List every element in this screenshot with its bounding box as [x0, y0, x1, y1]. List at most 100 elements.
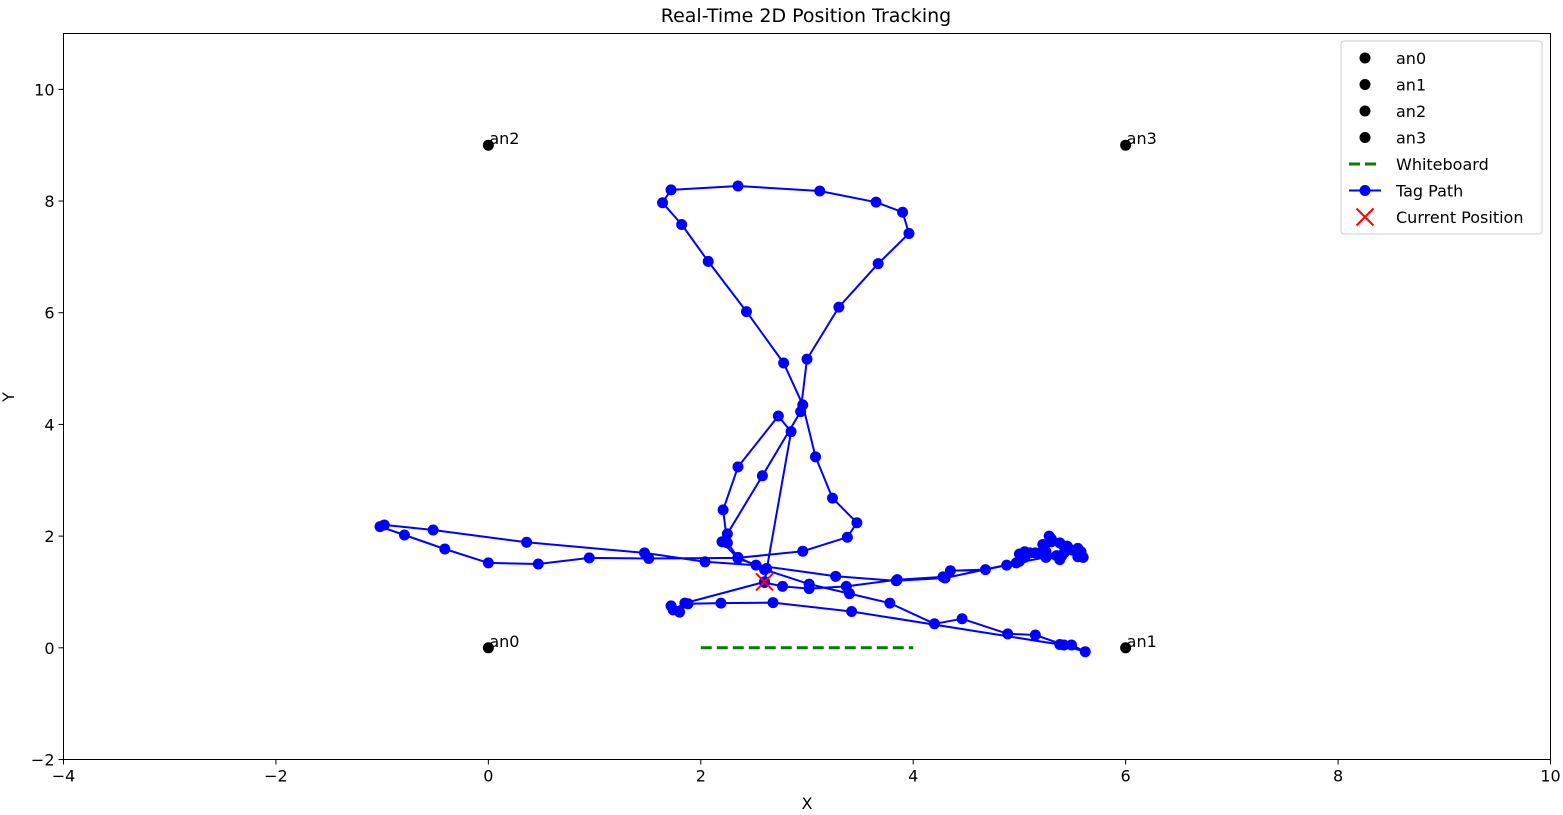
tag-path-point — [1079, 646, 1091, 658]
x-tick-label: 2 — [696, 767, 706, 786]
tag-path-point — [721, 537, 733, 549]
anchor-point-an1 — [1120, 642, 1132, 654]
anchor-point-an3 — [1120, 139, 1132, 151]
plot-area: an0 an1 an2 an3 — [63, 33, 1551, 760]
anchor-layer: an0 an1 an2 an3 — [482, 129, 1157, 654]
tag-path-point — [1029, 547, 1041, 559]
tag-path-point — [679, 597, 691, 609]
legend-marker — [1359, 185, 1371, 196]
legend-label: Whiteboard — [1396, 155, 1489, 174]
tag-path-point — [439, 543, 451, 555]
tag-path-point — [732, 551, 744, 563]
anchor-point-an0 — [482, 642, 494, 654]
tag-path-point — [398, 529, 410, 541]
tag-path-point — [928, 618, 940, 630]
legend-item: Whiteboard — [1349, 155, 1489, 174]
legend-item: an1 — [1359, 76, 1426, 95]
tag-path-point — [1054, 537, 1066, 549]
legend-marker — [1359, 79, 1371, 90]
y-tick-label: 6 — [44, 304, 54, 323]
tag-path-point — [427, 524, 439, 536]
y-tick-label: 0 — [44, 639, 54, 658]
tag-path-point — [797, 545, 809, 557]
tag-path-point — [732, 180, 744, 192]
legend-marker — [1355, 207, 1375, 227]
x-axis-title: X — [802, 794, 813, 813]
tag-path-point — [826, 492, 838, 504]
tag-path-point — [1045, 533, 1057, 545]
current-position-marker — [755, 572, 774, 592]
tag-path-point — [732, 461, 744, 473]
tag-path-point — [1019, 551, 1031, 563]
tag-path-line — [379, 185, 1084, 590]
legend-label: Tag Path — [1395, 182, 1463, 201]
x-tick-label: 4 — [908, 767, 918, 786]
legend-box — [1340, 40, 1543, 235]
tag-path-point — [521, 536, 533, 548]
x-tick-label: −2 — [264, 767, 288, 786]
legend-item: an2 — [1359, 102, 1426, 121]
x-tick-label: 6 — [1121, 767, 1131, 786]
anchor-label-an2: an2 — [489, 129, 519, 148]
tag-path-point — [843, 588, 855, 600]
y-tick-label: 4 — [44, 415, 54, 434]
legend-label: an3 — [1396, 129, 1426, 148]
tag-path-point — [979, 564, 991, 576]
x-axis: −4 −2 0 2 4 6 8 10 — [52, 759, 1561, 786]
tag-path-point — [785, 426, 797, 438]
tag-path-point — [657, 197, 669, 209]
legend-item: an3 — [1359, 129, 1426, 148]
tag-path-point — [797, 399, 809, 411]
tag-path-point — [583, 552, 595, 564]
legend-marker — [1359, 105, 1371, 117]
tag-path-point — [903, 227, 915, 239]
tag-path-point — [721, 528, 733, 540]
tag-path-point — [939, 572, 951, 584]
tag-path-point — [814, 185, 826, 197]
tag-path-point — [759, 564, 771, 576]
tag-path-point — [699, 556, 711, 568]
legend-label: an0 — [1396, 49, 1426, 68]
tag-path-point — [756, 470, 768, 482]
legend-item: Tag Path — [1349, 182, 1463, 201]
tag-path-point — [872, 258, 884, 270]
anchor-point-an2 — [482, 139, 494, 151]
tag-path-point — [778, 357, 790, 369]
legend-label: an1 — [1396, 76, 1426, 95]
tag-path-point — [1040, 551, 1052, 563]
tag-path-point — [809, 451, 821, 463]
y-tick-label: −2 — [31, 751, 55, 770]
legend-label: Current Position — [1396, 208, 1523, 227]
tag-path-point — [378, 519, 390, 531]
tag-path-point — [851, 517, 863, 529]
tag-path-point — [1002, 628, 1014, 640]
tag-path-point — [897, 206, 909, 218]
tag-path-point — [772, 410, 784, 422]
x-tick-label: −4 — [52, 767, 76, 786]
x-tick-label: 10 — [1540, 767, 1560, 786]
x-tick-label: 8 — [1333, 767, 1343, 786]
tag-path-point — [1075, 546, 1087, 558]
tag-path-point — [1001, 559, 1013, 571]
plot-frame — [63, 33, 1551, 760]
tag-path-point — [884, 597, 896, 609]
legend-item: Current Position — [1355, 207, 1523, 227]
legend-label: an2 — [1396, 102, 1426, 121]
tag-path-point — [841, 531, 853, 543]
tag-path-point — [740, 306, 752, 318]
legend-item: an0 — [1359, 49, 1426, 68]
tag-path-layer — [374, 180, 1091, 658]
tag-path-point — [830, 570, 842, 582]
tag-path-point — [890, 575, 902, 587]
tag-path-point — [532, 558, 544, 570]
tag-path-point — [1056, 550, 1068, 562]
tag-path-point — [1029, 629, 1041, 641]
tag-path-point — [1065, 639, 1077, 651]
y-axis: −2 0 2 4 6 8 10 — [31, 80, 64, 770]
chart-title: Real-Time 2D Position Tracking — [661, 5, 951, 27]
tag-path-point — [767, 597, 779, 609]
tag-path-point — [1054, 638, 1066, 650]
tag-path-point — [482, 557, 494, 569]
tag-path-point — [665, 184, 677, 196]
